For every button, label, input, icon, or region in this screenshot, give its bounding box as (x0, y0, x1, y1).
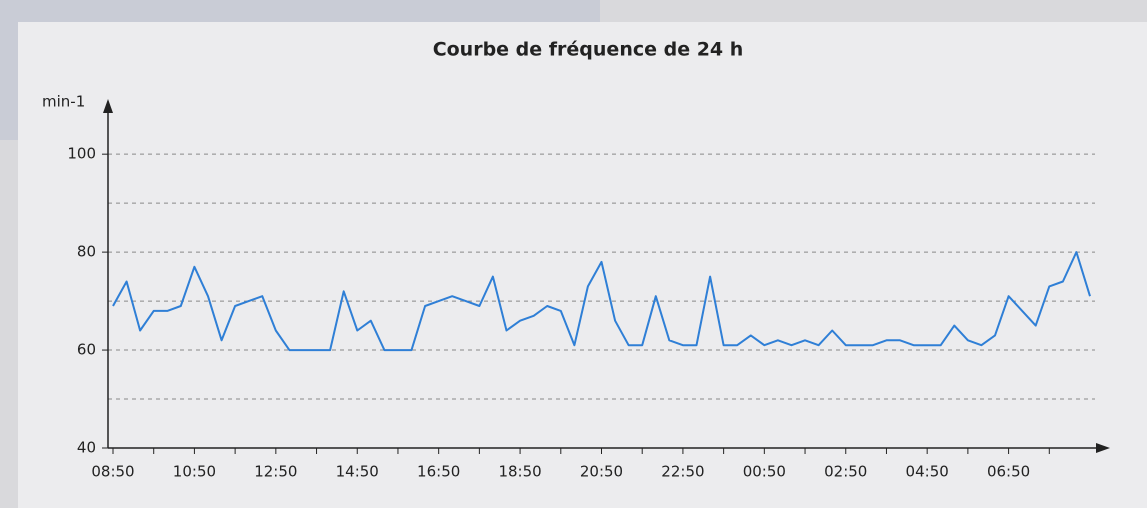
data-line (112, 251, 1091, 352)
y-tick-label: 40 (77, 439, 96, 457)
x-tick-label: 04:50 (906, 463, 949, 481)
y-axis-label: min-1 (42, 93, 85, 111)
y-tick-label: 100 (67, 145, 96, 163)
y-tick-label: 80 (77, 243, 96, 261)
x-tick-label: 06:50 (987, 463, 1030, 481)
x-tick-label: 08:50 (91, 463, 134, 481)
y-axis-arrow (103, 99, 113, 113)
x-tick-label: 22:50 (661, 463, 704, 481)
x-tick-label: 00:50 (743, 463, 786, 481)
x-tick-label: 10:50 (173, 463, 216, 481)
chart-title: Courbe de fréquence de 24 h (433, 39, 744, 61)
x-tick-label: 14:50 (336, 463, 379, 481)
chart-panel (18, 22, 1147, 508)
x-tick-label: 18:50 (498, 463, 541, 481)
x-axis-arrow (1096, 443, 1110, 453)
x-tick-label: 02:50 (824, 463, 867, 481)
y-tick-label: 60 (77, 341, 96, 359)
x-tick-label: 20:50 (580, 463, 623, 481)
x-tick-label: 16:50 (417, 463, 460, 481)
x-tick-label: 12:50 (254, 463, 297, 481)
